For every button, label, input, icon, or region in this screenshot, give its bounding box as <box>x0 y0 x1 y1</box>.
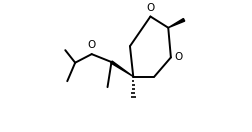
Text: O: O <box>146 3 154 13</box>
Polygon shape <box>111 61 133 77</box>
Text: O: O <box>87 40 95 50</box>
Text: O: O <box>175 52 183 62</box>
Polygon shape <box>168 18 185 28</box>
